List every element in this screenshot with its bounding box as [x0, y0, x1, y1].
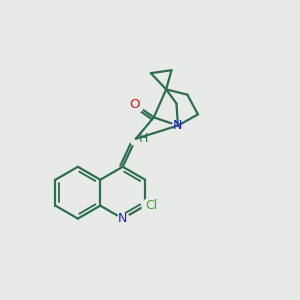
Text: O: O	[129, 98, 140, 111]
Text: H: H	[139, 132, 148, 145]
Text: N: N	[118, 212, 128, 225]
Text: Cl: Cl	[146, 199, 158, 212]
Text: N: N	[173, 119, 183, 132]
